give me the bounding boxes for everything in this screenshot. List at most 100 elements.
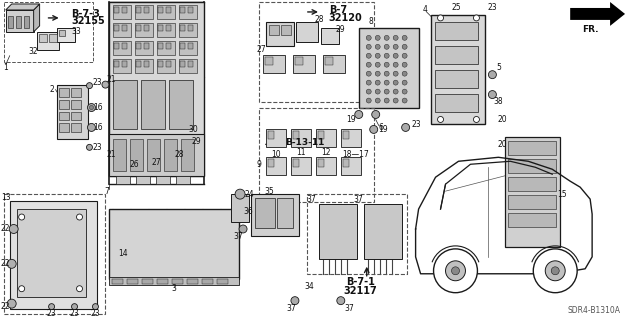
Circle shape [402, 62, 407, 67]
Text: 22: 22 [1, 225, 10, 234]
Text: 30: 30 [188, 125, 198, 134]
Bar [122, 43, 127, 49]
Bar [291, 157, 311, 175]
Text: 37: 37 [344, 304, 354, 313]
Text: 20: 20 [497, 140, 507, 149]
Bar [268, 131, 274, 139]
Circle shape [77, 214, 83, 220]
Bar [58, 88, 68, 97]
Bar [506, 137, 560, 247]
Circle shape [86, 83, 92, 89]
Bar [8, 16, 13, 28]
Text: 24: 24 [244, 189, 254, 199]
Circle shape [375, 80, 380, 85]
Circle shape [533, 249, 577, 293]
Bar [147, 139, 160, 171]
Bar [127, 279, 138, 284]
Bar [113, 139, 126, 171]
Bar [508, 159, 556, 173]
Circle shape [366, 44, 371, 49]
Bar [145, 43, 149, 49]
Circle shape [451, 267, 460, 275]
Circle shape [474, 116, 479, 122]
Circle shape [474, 15, 479, 21]
Circle shape [337, 297, 345, 305]
Text: 34: 34 [304, 282, 314, 291]
Bar [343, 131, 349, 139]
Circle shape [7, 299, 16, 308]
Text: 29: 29 [336, 26, 346, 34]
Bar [508, 195, 556, 209]
Text: 22: 22 [1, 259, 10, 268]
Bar [435, 46, 479, 64]
Text: 33: 33 [72, 27, 81, 36]
Bar [4, 2, 93, 62]
Bar [321, 28, 339, 44]
Bar [293, 131, 299, 139]
Text: 36: 36 [243, 207, 253, 216]
Bar [157, 41, 175, 55]
Bar [435, 70, 479, 88]
Text: 21: 21 [107, 150, 116, 159]
Circle shape [438, 116, 444, 122]
Circle shape [291, 297, 299, 305]
Text: 18—17: 18—17 [342, 150, 369, 159]
Bar [202, 279, 213, 284]
Text: 28: 28 [314, 15, 324, 25]
Circle shape [7, 259, 16, 268]
Bar [122, 7, 127, 13]
Bar [179, 5, 197, 19]
Bar [158, 43, 163, 49]
Bar [113, 279, 124, 284]
Bar [359, 28, 419, 108]
Text: 32: 32 [29, 47, 38, 56]
Bar [70, 112, 81, 121]
Bar [188, 61, 193, 67]
Bar [116, 176, 131, 184]
Bar [156, 176, 170, 184]
Bar [508, 213, 556, 227]
Text: 3: 3 [172, 284, 177, 293]
Bar [188, 279, 198, 284]
Bar [259, 2, 374, 101]
Bar [131, 139, 143, 171]
Text: 37: 37 [354, 195, 364, 204]
Circle shape [488, 91, 497, 99]
Bar [135, 59, 154, 73]
Text: B-7-1: B-7-1 [346, 277, 375, 287]
Bar [180, 25, 185, 31]
Bar [188, 25, 193, 31]
Circle shape [545, 261, 565, 281]
Circle shape [438, 15, 444, 21]
Bar [293, 159, 299, 167]
Text: 32155: 32155 [72, 16, 105, 26]
Circle shape [366, 80, 371, 85]
Bar [166, 43, 172, 49]
Circle shape [375, 53, 380, 58]
Circle shape [90, 106, 93, 109]
Text: 23: 23 [93, 143, 102, 152]
Circle shape [235, 189, 245, 199]
Bar [266, 157, 286, 175]
Bar [259, 108, 374, 202]
Text: 7: 7 [104, 187, 109, 196]
Bar [58, 112, 68, 121]
Bar [180, 7, 185, 13]
Bar [179, 59, 197, 73]
Bar [341, 130, 361, 147]
Text: 16: 16 [93, 103, 103, 112]
Bar [281, 25, 291, 35]
Text: 10: 10 [271, 150, 281, 159]
Text: 9: 9 [257, 160, 262, 169]
Bar [180, 43, 185, 49]
Bar [109, 2, 204, 176]
Bar [109, 209, 239, 279]
Bar [58, 100, 68, 108]
Circle shape [384, 44, 389, 49]
Text: 11: 11 [296, 148, 306, 157]
Text: 16: 16 [93, 123, 103, 132]
Circle shape [19, 214, 25, 220]
Bar [164, 139, 177, 171]
Circle shape [92, 304, 99, 310]
Bar [58, 123, 68, 132]
